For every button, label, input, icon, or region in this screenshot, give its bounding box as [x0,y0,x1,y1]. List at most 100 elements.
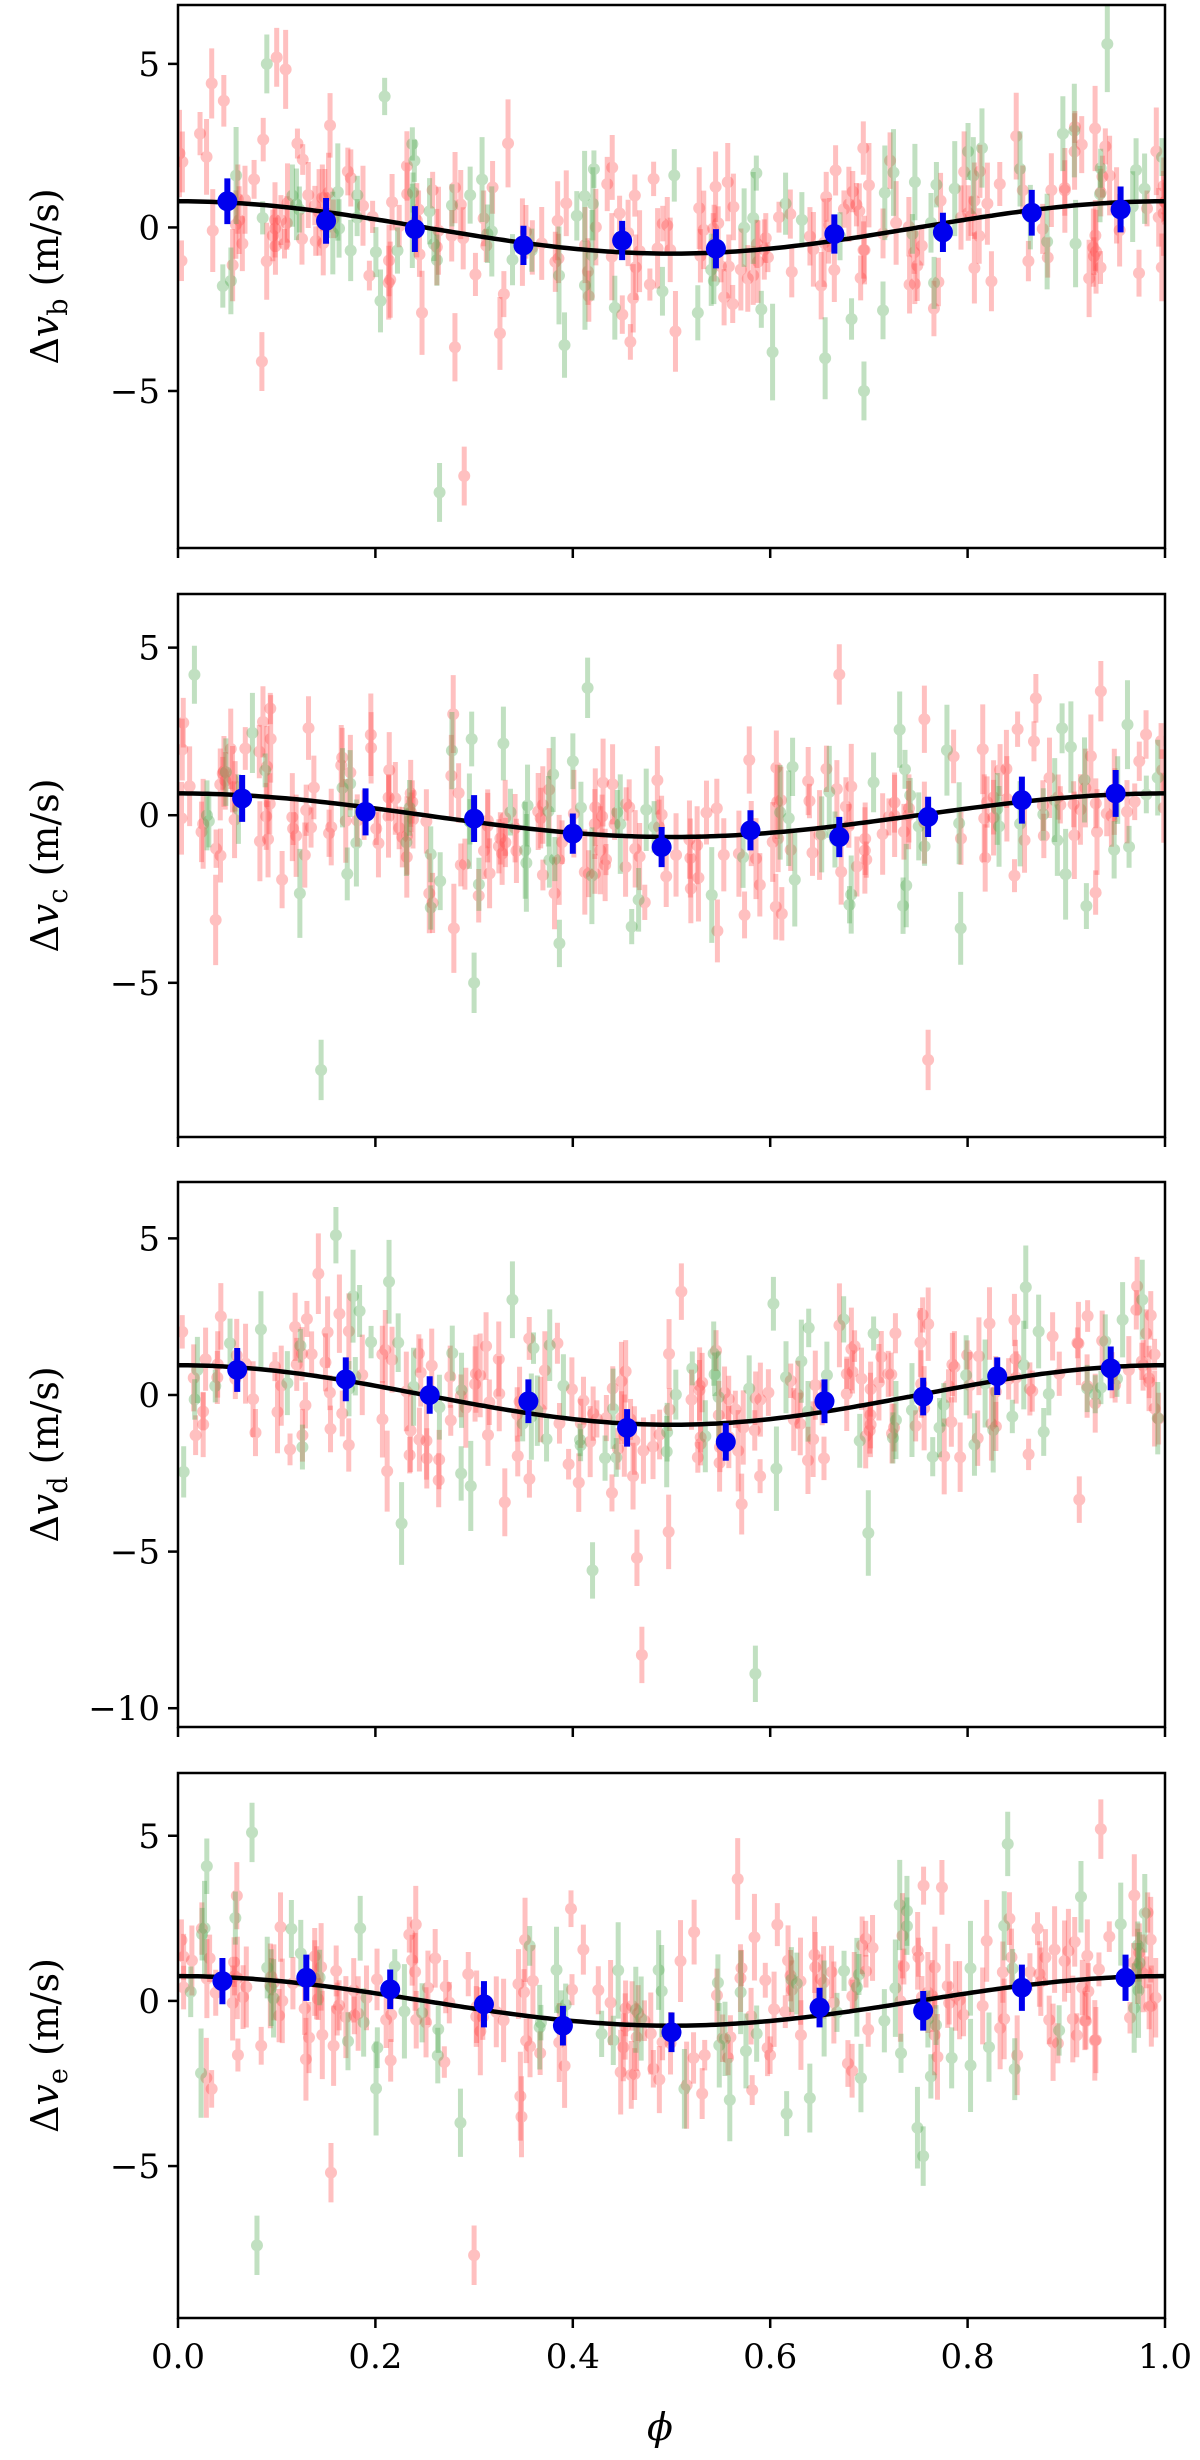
instrument_b-point [331,143,344,241]
instrument_a-point [599,828,612,902]
instrument_a-point [626,1981,639,2031]
instrument_b-point [354,1895,367,1961]
instrument_b-point [1101,5,1114,93]
instrument_b-point [610,1438,623,1477]
instrument_a-point [846,2043,859,2098]
instrument_a-point [565,1974,578,2006]
instrument_b-point [803,2063,816,2133]
instrument_a-point [1036,780,1049,831]
instrument_a-point [693,1360,706,1421]
instrument_b-point [691,285,704,341]
instrument_a-point [296,1408,309,1462]
y-axis-label: Δvc (m/s) [23,778,74,952]
instrument_a-point [825,1945,838,1999]
instrument_a-point [290,1337,303,1391]
instrument_b-point [900,1875,913,1946]
instrument_b-point [445,711,458,790]
instrument_b-point [196,1907,209,1961]
instrument_a-point [307,755,320,820]
instrument_b-point [392,1313,405,1373]
instrument_a-point [1076,1959,1089,2016]
instrument_b-point [908,143,921,221]
instrument_a-point [289,1292,302,1361]
instrument_a-point [922,1287,935,1361]
instrument_a-point [319,1333,332,1392]
instrument_a-point [582,850,595,898]
instrument_b-point [845,298,858,340]
instrument_a-point [1089,870,1102,915]
instrument_a-point [470,1986,483,2047]
instrument_a-point [815,251,828,320]
instrument_b-point [398,1964,411,2059]
instrument_a-point [1141,190,1154,227]
instrument_b-point [424,885,437,930]
instrument_b-point [445,184,458,227]
instrument_b-point [519,801,532,899]
instrument_a-point [1088,2000,1101,2081]
instrument_b-point [246,1802,259,1863]
instrument_a-point [633,822,646,891]
instrument_a-point [444,1404,457,1436]
instrument_b-point [782,770,795,867]
instrument_b-point [993,785,1006,867]
instrument_b-point [850,1937,863,2037]
instrument_a-point [578,829,591,915]
instrument_a-point [205,2070,218,2108]
binned-point [335,1357,356,1402]
instrument_a-point [1039,1929,1052,1986]
instrument_a-point [897,1948,910,1985]
instrument_a-point [1096,1310,1109,1371]
instrument_a-point [226,229,239,302]
instrument_a-point [515,2076,528,2158]
instrument_b-point [378,77,391,116]
instrument_a-point [1155,233,1165,302]
panel-b: 5 0 −5 Δvb (m/s) [23,3,1167,558]
instrument_a-point [1022,1438,1035,1471]
instrument_a-point [178,109,186,198]
instrument_a-point [674,1920,687,2002]
instrument_a-point [219,751,232,810]
instrument_a-point [1010,92,1023,180]
binned-point [552,2005,573,2046]
instrument_a-point [300,1300,313,1337]
instrument_b-point [485,186,498,277]
instrument_b-point [224,247,237,315]
instrument_b-point [446,1325,459,1381]
instrument_a-point [732,810,745,897]
binned-point [913,1991,934,2031]
instrument_a-point [976,704,989,795]
instrument_a-point [994,744,1007,796]
instrument_a-point [941,1943,954,2028]
instrument_a-point [279,29,292,109]
instrument_a-point [718,269,731,326]
instrument_a-point [619,1340,632,1403]
instrument_a-point [291,128,304,159]
instrument_a-point [856,1916,869,1975]
instrument_a-point [480,229,493,263]
instrument_b-point [315,1039,328,1101]
instrument_a-point [423,853,436,934]
instrument_a-point [260,725,273,807]
instrument_a-point [775,766,788,834]
instrument_a-point [771,1903,784,1947]
instrument_a-point [859,802,872,876]
instrument_a-point [211,1350,224,1405]
instrument_b-point [476,137,489,222]
instrument_a-point [696,1352,709,1413]
instrument_a-point [321,1296,334,1369]
instrument_a-point [976,1967,989,2045]
instrument_a-point [784,828,797,871]
instrument_a-point [264,1943,277,2029]
instrument_b-point [1094,148,1107,188]
instrument_b-point [1069,199,1082,288]
instrument_a-point [643,268,656,301]
instrument_b-point [905,1363,918,1458]
instrument_a-point [862,2012,875,2047]
instrument_a-point [983,1287,996,1360]
instrument_a-point [978,774,991,863]
instrument_a-point [269,204,282,252]
instrument_a-point [406,780,419,824]
instrument_a-point [994,1986,1007,2070]
instrument_a-point [247,1361,260,1438]
instrument_a-point [257,117,270,162]
